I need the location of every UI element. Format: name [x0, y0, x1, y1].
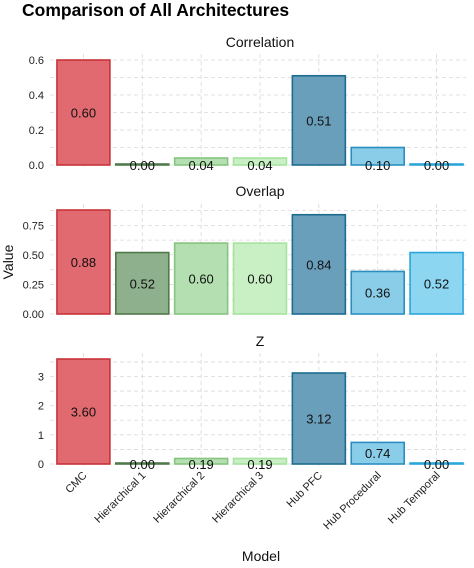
x-category-label: Hierarchical 3	[210, 470, 266, 526]
y-tick-label: 0	[38, 459, 44, 471]
bar-value-label: 0.60	[71, 106, 96, 121]
x-category-label: Hub Temporal	[386, 470, 443, 527]
y-tick-label: 1	[38, 430, 44, 442]
y-tick-label: 0.50	[23, 250, 44, 262]
y-tick-label: 0.25	[23, 279, 44, 291]
bar-value-label: 0.04	[247, 158, 272, 173]
bar-hub-temporal	[409, 163, 464, 166]
bar-hub-procedural	[350, 146, 406, 166]
bar-value-label: 0.00	[424, 457, 449, 472]
bar-hub-pfc	[291, 372, 347, 465]
x-category-label: CMC	[63, 470, 89, 496]
facet-title: Correlation	[226, 34, 294, 50]
x-category-label: Hierarchical 1	[92, 470, 148, 526]
y-tick-label: 2	[38, 401, 44, 413]
bar-hierarchical-1	[115, 251, 170, 315]
bar-value-label: 0.00	[130, 158, 155, 173]
bar-hub-pfc	[291, 213, 347, 315]
x-axis-title: Model	[242, 548, 280, 564]
bar-value-label: 0.60	[188, 272, 213, 287]
bar-value-label: 0.52	[424, 276, 449, 291]
bar-value-label: 0.51	[306, 113, 331, 128]
bar-value-label: 0.00	[130, 457, 155, 472]
bar-hub-temporal	[409, 462, 464, 465]
x-axis-category-labels: CMC Hierarchical 1 Hierarchical 2 Hierarchi…	[63, 470, 442, 533]
bar-value-label: 0.60	[247, 272, 272, 287]
facet-title: Z	[256, 333, 265, 349]
facet-title: Overlap	[235, 183, 284, 199]
bar-cmc	[56, 358, 111, 465]
bar-value-label: 0.19	[188, 457, 213, 472]
bar-hierarchical-2	[173, 157, 229, 166]
bar-hub-temporal	[409, 251, 464, 315]
bar-hierarchical-3	[232, 457, 288, 465]
y-tick-label: 3	[38, 372, 44, 384]
x-category-label: Hub PFC	[284, 470, 325, 511]
y-tick-label: 0.0	[29, 160, 44, 172]
bar-value-label: 0.10	[365, 158, 390, 173]
bar-value-label: 0.52	[130, 276, 155, 291]
x-category-label: Hierarchical 2	[151, 470, 207, 526]
bar-value-label: 0.00	[424, 158, 449, 173]
chart-title: Comparison of All Architectures	[22, 0, 289, 20]
facets-container: Correlation 0.0 0.2 0.4 0.6 0.60 0.00 0.04 0.04 0…	[23, 34, 466, 472]
bar-hierarchical-2	[173, 242, 229, 315]
bar-hierarchical-1	[115, 163, 170, 166]
y-tick-label: 0.00	[23, 309, 44, 321]
y-tick-label: 0.75	[23, 220, 44, 232]
y-tick-label: 0.2	[29, 125, 44, 137]
bar-hierarchical-3	[232, 157, 288, 166]
facet-z: Z 0 1 2 3 3.60 0.00 0.19 0.19 3.12 0.74 0.00	[38, 333, 466, 472]
y-tick-label: 0.4	[29, 90, 44, 102]
x-category-label: Hub Procedural	[321, 470, 384, 533]
bar-value-label: 0.88	[71, 255, 96, 270]
bar-hierarchical-2	[173, 457, 229, 465]
bar-value-label: 0.36	[365, 286, 390, 301]
bar-cmc	[56, 59, 111, 166]
bar-hub-pfc	[291, 74, 347, 166]
bar-value-label: 3.12	[306, 412, 331, 427]
bar-value-label: 0.84	[306, 257, 331, 272]
bar-value-label: 0.19	[247, 457, 272, 472]
facet-correlation: Correlation 0.0 0.2 0.4 0.6 0.60 0.00 0.04 0.04 0…	[29, 34, 466, 173]
bar-hub-procedural	[350, 270, 406, 315]
bar-hub-procedural	[350, 441, 406, 465]
bar-cmc	[56, 209, 111, 315]
facet-overlap: Overlap 0.00 0.25 0.50 0.75 0.88 0.52 0.60 0.60 0…	[23, 183, 466, 321]
bar-hierarchical-3	[232, 242, 288, 315]
bar-value-label: 3.60	[71, 405, 96, 420]
bar-value-label: 0.04	[188, 158, 213, 173]
y-tick-label: 0.6	[29, 55, 44, 67]
bar-value-label: 0.74	[365, 446, 390, 461]
y-axis-title: Value	[0, 244, 16, 279]
bar-hierarchical-1	[115, 462, 170, 465]
